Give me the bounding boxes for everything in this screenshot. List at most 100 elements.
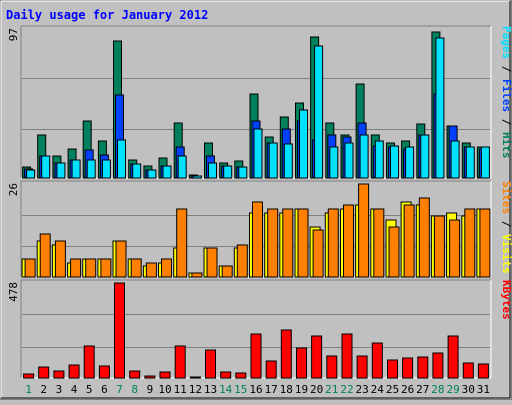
x-tick-label: 25: [386, 383, 399, 396]
legend-separator: /: [500, 214, 512, 234]
bar-sites-day-2: [39, 233, 51, 278]
legend-hits: Pages / Files / Hits: [500, 26, 512, 159]
bar-kbytes-day-16: [250, 333, 262, 379]
bar-kbytes-day-23: [356, 355, 368, 379]
bar-sites-day-14: [221, 265, 233, 278]
bar-kbytes-day-11: [174, 345, 186, 379]
bar-sites-day-3: [54, 240, 66, 278]
series-kbytes: [23, 282, 489, 379]
bar-sites-day-25: [388, 226, 400, 278]
x-tick-label: 5: [86, 383, 93, 396]
bar-sites-day-21: [327, 208, 339, 278]
bar-sites-day-6: [100, 258, 112, 278]
bar-pages-day-21: [329, 146, 339, 179]
x-tick-label: 20: [310, 383, 323, 396]
bar-kbytes-day-1: [23, 373, 35, 379]
bar-sites-day-18: [282, 208, 294, 278]
x-tick-label: 12: [189, 383, 202, 396]
bar-sites-day-24: [373, 208, 385, 278]
chart-panels: 97 Pages / Files / Hits 26 Sites / Visits 47…: [7, 25, 512, 379]
x-tick-label: 29: [446, 383, 459, 396]
x-tick-label: 14: [219, 383, 233, 396]
bar-sites-day-8: [130, 258, 142, 278]
bar-kbytes-day-30: [462, 362, 474, 379]
bar-pages-day-16: [253, 128, 263, 179]
legend-separator: /: [500, 112, 512, 132]
y-max-label-hits: 97: [7, 28, 20, 41]
x-tick-label: 15: [234, 383, 247, 396]
bar-kbytes-day-22: [341, 333, 353, 379]
bar-kbytes-day-19: [296, 347, 307, 379]
bar-kbytes-day-4: [68, 364, 80, 379]
bar-pages-day-15: [238, 166, 248, 179]
x-tick-label: 11: [174, 383, 187, 396]
bar-sites-day-19: [297, 208, 309, 278]
x-tick-label: 4: [71, 383, 78, 396]
bar-pages-day-22: [344, 142, 354, 179]
bar-sites-day-1: [24, 258, 36, 278]
bar-kbytes-day-24: [371, 342, 383, 379]
x-tick-label: 7: [116, 383, 123, 396]
bar-kbytes-day-10: [159, 371, 171, 379]
bar-pages-day-26: [405, 146, 415, 179]
x-tick-label: 2: [40, 383, 47, 396]
x-tick-label: 24: [371, 383, 385, 396]
bar-sites-day-22: [343, 204, 354, 278]
x-tick-label: 1: [25, 383, 32, 396]
bar-pages-day-25: [390, 145, 399, 179]
x-tick-label: 3: [56, 383, 63, 396]
chart-title: Daily usage for January 2012: [6, 8, 208, 22]
bar-pages-day-11: [177, 155, 187, 179]
x-tick-label: 21: [325, 383, 338, 396]
bar-kbytes-day-17: [265, 360, 277, 379]
bar-pages-day-19: [299, 109, 308, 179]
bar-sites-day-28: [433, 215, 445, 278]
bar-sites-day-30: [464, 208, 476, 278]
bar-kbytes-day-14: [220, 371, 232, 379]
x-tick-label: 28: [431, 383, 444, 396]
bar-kbytes-day-13: [205, 349, 216, 379]
bar-sites-day-17: [267, 208, 279, 278]
bar-pages-day-23: [359, 134, 369, 179]
bar-pages-day-18: [283, 143, 293, 179]
x-tick-label: 10: [158, 383, 171, 396]
bar-pages-day-13: [208, 162, 217, 179]
legend-entry: Hits: [500, 132, 512, 159]
x-tick-label: 31: [477, 383, 490, 396]
bar-pages-day-10: [162, 165, 172, 179]
panel-visits: 26 Sites / Visits: [7, 180, 512, 278]
bar-sites-day-20: [312, 229, 324, 278]
x-tick-label: 9: [147, 383, 154, 396]
bar-kbytes-day-12: [189, 376, 201, 379]
x-tick-label: 8: [131, 383, 138, 396]
x-tick-labels: 1 2 3 4 5 6 7 8 9 10 11 12 13 14 15 16 17 18 19 20 21 22 23 24 2…: [25, 383, 490, 396]
bar-sites-day-4: [70, 258, 82, 278]
series-sites: [24, 183, 491, 278]
bar-pages-day-30: [465, 146, 475, 179]
bar-sites-day-12: [191, 272, 203, 278]
y-max-label-kbytes: 478: [7, 282, 20, 302]
bar-sites-day-27: [418, 197, 430, 278]
bar-pages-day-20: [314, 45, 324, 179]
bar-sites-day-31: [479, 208, 491, 278]
bar-kbytes-day-9: [144, 375, 156, 379]
bar-kbytes-day-20: [311, 335, 323, 379]
bar-pages-day-9: [147, 169, 157, 179]
legend-entry: Files: [500, 79, 512, 112]
bar-kbytes-day-31: [477, 363, 489, 379]
legend-entry: Pages: [500, 26, 512, 59]
bar-pages-day-7: [117, 139, 126, 179]
x-tick-label: 22: [340, 383, 353, 396]
bar-pages-day-6: [101, 159, 111, 179]
bar-sites-day-15: [236, 244, 248, 278]
bar-kbytes-day-25: [387, 359, 398, 379]
x-tick-label: 23: [355, 383, 368, 396]
bar-kbytes-day-3: [53, 370, 65, 379]
bar-pages-day-2: [41, 155, 51, 179]
bar-sites-day-29: [449, 219, 461, 278]
x-tick-label: 30: [462, 383, 475, 396]
y-max-label-visits: 26: [7, 183, 20, 196]
bar-kbytes-day-2: [38, 366, 50, 379]
bar-pages-day-28: [435, 37, 445, 179]
